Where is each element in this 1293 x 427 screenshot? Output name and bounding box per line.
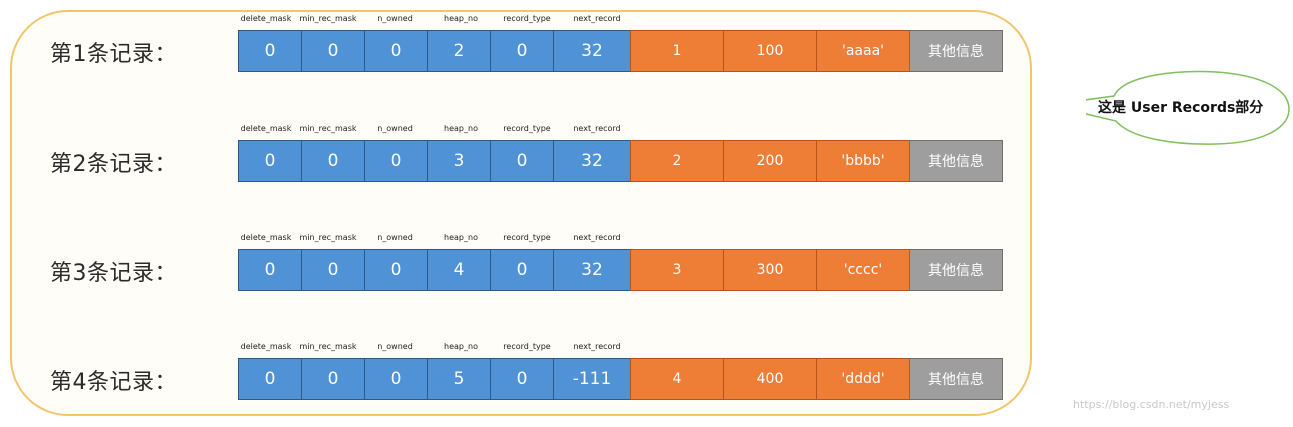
field-header-label: heap_no <box>444 233 478 242</box>
header-field-cell: 0 <box>364 30 428 72</box>
header-field-cell: 3 <box>427 140 491 182</box>
field-header-label: min_rec_mask <box>299 233 357 242</box>
header-field-cell: 0 <box>490 358 554 400</box>
header-field-cell: 32 <box>553 249 631 291</box>
record-label: 第1条记录： <box>50 42 177 67</box>
field-header-label: record_type <box>503 342 551 351</box>
field-header-label: record_type <box>503 233 551 242</box>
header-field-cell: 0 <box>301 30 365 72</box>
field-header-label: record_type <box>503 124 551 133</box>
field-header-label: n_owned <box>377 233 413 242</box>
column-value-cell: 3 <box>630 249 724 291</box>
column-value-cell: 4 <box>630 358 724 400</box>
header-field-cell: 0 <box>238 358 302 400</box>
column-value-cell: 100 <box>723 30 817 72</box>
field-header-label: min_rec_mask <box>299 342 357 351</box>
header-field-cell: 5 <box>427 358 491 400</box>
record-row: 第1条记录： delete_mask min_rec_mask n_owned heap… <box>0 10 1010 100</box>
column-value-cell: 'cccc' <box>816 249 910 291</box>
header-field-cell: 0 <box>301 358 365 400</box>
field-header-label: n_owned <box>377 342 413 351</box>
field-header-label: delete_mask <box>240 233 292 242</box>
header-field-cell: 0 <box>238 249 302 291</box>
record-cells: 0 0 0 3 0 32 2 200'bbbb' 其他信息 <box>238 140 1003 182</box>
column-value-cell: 1 <box>630 30 724 72</box>
field-header-label: delete_mask <box>240 342 292 351</box>
field-header-label: next_record <box>573 342 621 351</box>
record-label: 第2条记录： <box>50 152 177 177</box>
field-header-label: delete_mask <box>240 124 292 133</box>
column-value-cell: 'dddd' <box>816 358 910 400</box>
column-value-cell: 200 <box>723 140 817 182</box>
column-value-cell: 'bbbb' <box>816 140 910 182</box>
column-value-cell: 'aaaa' <box>816 30 910 72</box>
field-header-label: record_type <box>503 14 551 23</box>
other-info-cell: 其他信息 <box>909 358 1003 400</box>
header-field-cell: 0 <box>364 249 428 291</box>
column-value-cell: 400 <box>723 358 817 400</box>
record-cells: 0 0 0 4 0 32 3 300'cccc' 其他信息 <box>238 249 1003 291</box>
callout-shape <box>1086 70 1290 145</box>
header-field-cell: 0 <box>301 140 365 182</box>
header-field-cell: 32 <box>553 140 631 182</box>
header-field-cell: 32 <box>553 30 631 72</box>
field-header-label: n_owned <box>377 124 413 133</box>
header-field-cell: 0 <box>490 140 554 182</box>
header-field-cell: 0 <box>301 249 365 291</box>
header-field-cell: -111 <box>553 358 631 400</box>
field-header-label: next_record <box>573 233 621 242</box>
header-field-cell: 0 <box>364 358 428 400</box>
header-field-cell: 4 <box>427 249 491 291</box>
field-header-label: n_owned <box>377 14 413 23</box>
other-info-cell: 其他信息 <box>909 140 1003 182</box>
field-header-label: heap_no <box>444 124 478 133</box>
callout-text: 这是 User Records部分 <box>1098 100 1264 116</box>
field-header-label: next_record <box>573 124 621 133</box>
header-field-cell: 0 <box>364 140 428 182</box>
field-header-label: delete_mask <box>240 14 292 23</box>
header-field-cell: 0 <box>490 249 554 291</box>
header-field-cell: 0 <box>238 140 302 182</box>
record-row: 第2条记录： delete_mask min_rec_mask n_owned heap… <box>0 120 1010 210</box>
header-field-cell: 0 <box>490 30 554 72</box>
callout-bubble <box>1086 70 1290 145</box>
field-header-label: min_rec_mask <box>299 124 357 133</box>
other-info-cell: 其他信息 <box>909 249 1003 291</box>
record-row: 第3条记录： delete_mask min_rec_mask n_owned heap… <box>0 229 1010 319</box>
field-header-label: min_rec_mask <box>299 14 357 23</box>
field-header-label: next_record <box>573 14 621 23</box>
record-cells: 0 0 0 5 0 -111 4 400'dddd' 其他信息 <box>238 358 1003 400</box>
record-label: 第3条记录： <box>50 261 177 286</box>
field-header-label: heap_no <box>444 14 478 23</box>
column-value-cell: 300 <box>723 249 817 291</box>
record-label: 第4条记录： <box>50 370 177 395</box>
other-info-cell: 其他信息 <box>909 30 1003 72</box>
record-cells: 0 0 0 2 0 32 1 100'aaaa' 其他信息 <box>238 30 1003 72</box>
user-records-container <box>10 10 1032 416</box>
column-value-cell: 2 <box>630 140 724 182</box>
header-field-cell: 2 <box>427 30 491 72</box>
field-header-label: heap_no <box>444 342 478 351</box>
header-field-cell: 0 <box>238 30 302 72</box>
record-row: 第4条记录： delete_mask min_rec_mask n_owned heap… <box>0 338 1010 427</box>
watermark: https://blog.csdn.net/myjess <box>1073 398 1230 411</box>
